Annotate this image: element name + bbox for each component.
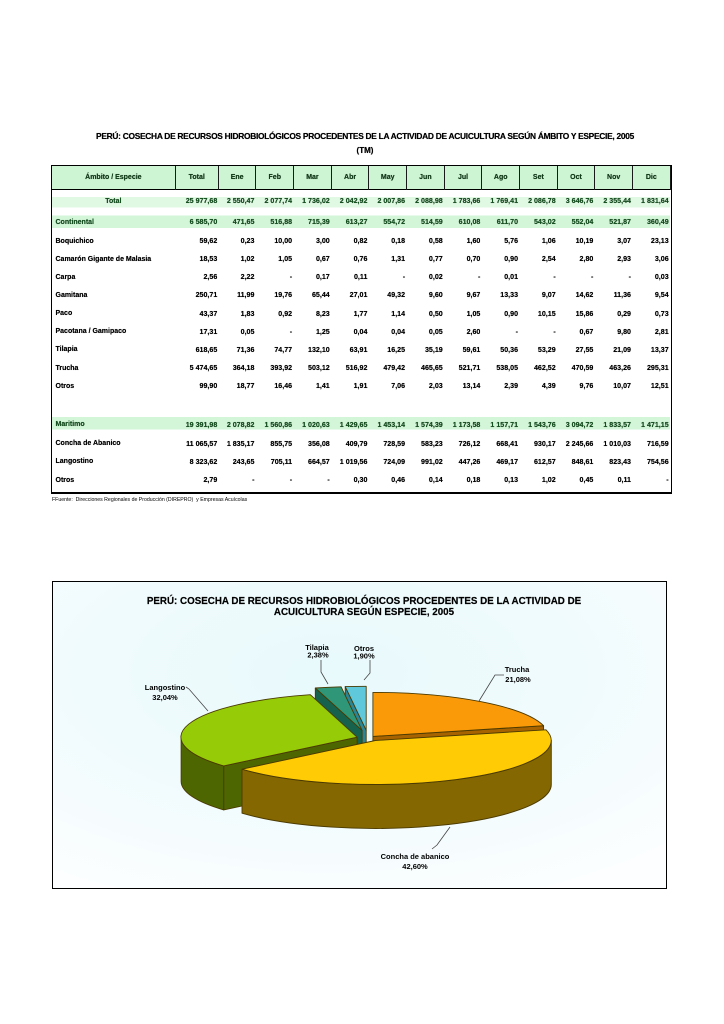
svg-text:2,38%: 2,38% bbox=[307, 651, 329, 660]
svg-text:1,90%: 1,90% bbox=[353, 652, 375, 661]
svg-text:21,08%: 21,08% bbox=[505, 675, 531, 684]
svg-text:Langostino: Langostino bbox=[145, 683, 186, 692]
svg-text:Otros: Otros bbox=[354, 644, 374, 653]
svg-text:Tilapia: Tilapia bbox=[305, 643, 329, 652]
svg-text:Concha de abanico: Concha de abanico bbox=[381, 852, 450, 861]
svg-text:PERÚ: COSECHA DE RECURSOS HIDR: PERÚ: COSECHA DE RECURSOS HIDROBIOLÓGICO… bbox=[147, 595, 582, 607]
svg-text:ACUICULTURA SEGÚN ESPECIE, 200: ACUICULTURA SEGÚN ESPECIE, 2005 bbox=[274, 606, 455, 618]
svg-text:32,04%: 32,04% bbox=[152, 693, 178, 702]
svg-text:Trucha: Trucha bbox=[505, 665, 530, 674]
svg-text:42,60%: 42,60% bbox=[402, 862, 428, 871]
